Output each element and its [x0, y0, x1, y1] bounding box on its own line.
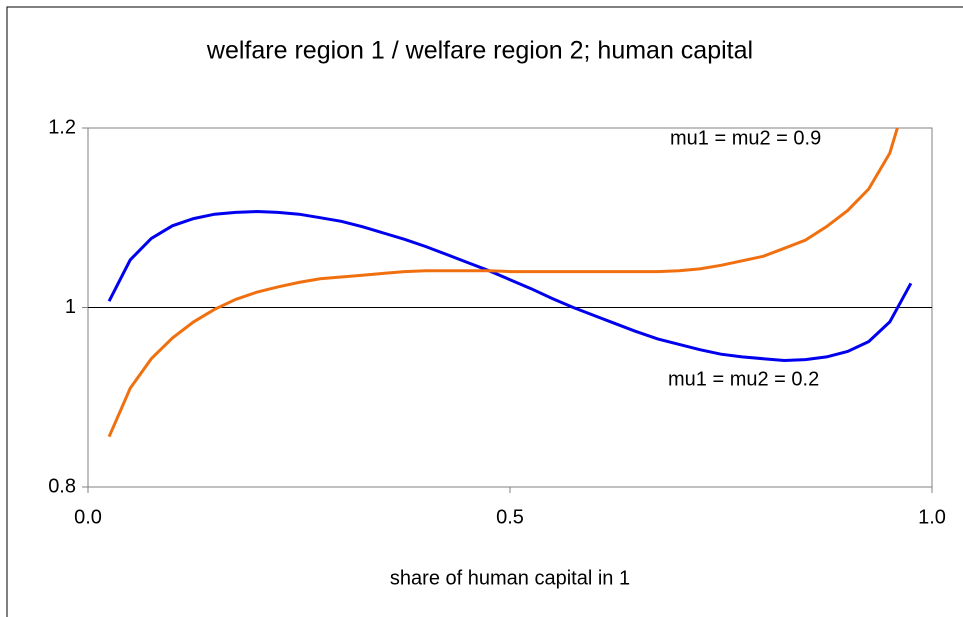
y-tick-label: 1 [65, 296, 76, 318]
series-line [107, 209, 913, 363]
x-tick-label: 0.5 [496, 506, 524, 528]
series-label: mu1 = mu2 = 0.9 [670, 127, 821, 149]
y-tick-label: 0.8 [48, 475, 76, 497]
x-axis-label: share of human capital in 1 [390, 567, 630, 589]
series-label: mu1 = mu2 = 0.2 [668, 368, 819, 390]
x-tick-label: 1.0 [918, 506, 946, 528]
y-tick-label: 1.2 [48, 116, 76, 138]
chart-title: welfare region 1 / welfare region 2; hum… [206, 37, 753, 65]
chart-border [6, 6, 963, 617]
series-line [107, 128, 899, 438]
x-tick-label: 0.0 [74, 506, 102, 528]
plot-area [107, 128, 913, 438]
